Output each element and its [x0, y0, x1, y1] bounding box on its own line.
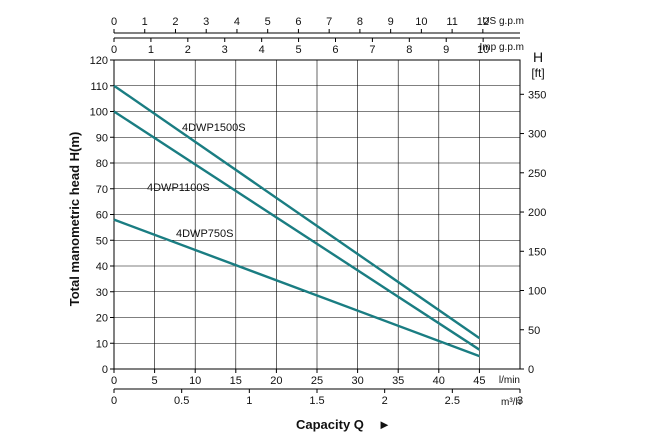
- series-lines: [113, 84, 481, 358]
- left-axis-tick-label: 120: [90, 55, 108, 67]
- us-gpm-axis-tick-label: 9: [388, 16, 394, 28]
- lmin-axis-tick-label: 30: [351, 375, 363, 387]
- series-label-4dwp1100s: 4DWP1100S: [147, 182, 210, 194]
- imp-gpm-axis-tick-label: 1: [148, 44, 154, 56]
- us-gpm-axis-tick-label: 4: [234, 16, 240, 28]
- left-axis-tick-label: 90: [96, 132, 108, 144]
- right-axis-unit-label: [ft]: [531, 66, 544, 80]
- left-axis-tick-label: 50: [96, 235, 108, 247]
- us-gpm-axis-tick-label: 5: [265, 16, 271, 28]
- us-gpm-axis-tick-label: 7: [326, 16, 332, 28]
- us-gpm-axis-tick-label: 2: [172, 16, 178, 28]
- us-gpm-axis-tick-label: 8: [357, 16, 363, 28]
- m3h-axis-tick-label: 2.5: [445, 395, 460, 407]
- right-axis-tick-label: 200: [528, 207, 546, 219]
- imp-gpm-axis-tick-label: 3: [222, 44, 228, 56]
- imp-gpm-unit: Imp g.p.m: [480, 42, 524, 53]
- imp-gpm-axis-tick-label: 4: [259, 44, 265, 56]
- imp-gpm-axis-tick-label: 7: [369, 44, 375, 56]
- series-label-4dwp1500s: 4DWP1500S: [182, 122, 246, 134]
- left-axis-tick-label: 30: [96, 287, 108, 299]
- axis-ticks: 0102030405060708090100110120050100150200…: [90, 16, 547, 407]
- series-line-4dwp1100s: [113, 110, 481, 351]
- m3h-axis-tick-label: 1: [246, 395, 252, 407]
- left-axis-tick-label: 40: [96, 261, 108, 273]
- lmin-axis-tick-label: 5: [152, 375, 158, 387]
- left-axis-tick-label: 80: [96, 158, 108, 170]
- us-gpm-unit: US g.p.m: [482, 16, 524, 27]
- imp-gpm-axis-tick-label: 8: [406, 44, 412, 56]
- left-axis-tick-label: 20: [96, 313, 108, 325]
- imp-gpm-axis-tick-label: 5: [296, 44, 302, 56]
- imp-gpm-axis-tick-label: 0: [111, 44, 117, 56]
- imp-gpm-axis-tick-label: 6: [332, 44, 338, 56]
- left-axis-tick-label: 60: [96, 210, 108, 222]
- left-axis-tick-label: 110: [90, 81, 108, 93]
- us-gpm-axis-tick-label: 0: [111, 16, 117, 28]
- lmin-axis-tick-label: 45: [473, 375, 485, 387]
- series-label-4dwp750s: 4DWP750S: [176, 228, 233, 240]
- m3h-axis-tick-label: 0.5: [174, 395, 189, 407]
- left-axis-tick-label: 10: [96, 338, 108, 350]
- left-axis-tick-label: 70: [96, 184, 108, 196]
- m3h-unit: m³/h: [501, 397, 521, 408]
- us-gpm-axis-tick-label: 11: [446, 16, 457, 28]
- series-line-4dwp750s: [113, 218, 480, 358]
- m3h-axis-tick-label: 1.5: [309, 395, 324, 407]
- right-axis-tick-label: 250: [528, 168, 546, 180]
- us-gpm-axis-tick-label: 12: [477, 16, 489, 28]
- imp-gpm-axis-tick-label: 2: [185, 44, 191, 56]
- title-arrow: ►: [378, 417, 391, 432]
- lmin-axis-tick-label: 15: [230, 375, 242, 387]
- us-gpm-axis-tick-label: 10: [415, 16, 427, 28]
- right-axis-tick-label: 350: [528, 89, 546, 101]
- lmin-axis-tick-label: 40: [433, 375, 445, 387]
- m3h-axis-tick-label: 0: [111, 395, 117, 407]
- series-line-4dwp1500s: [113, 84, 481, 340]
- lmin-axis-tick-label: 35: [392, 375, 404, 387]
- right-axis-tick-label: 100: [528, 286, 546, 298]
- lmin-axis-tick-label: 20: [270, 375, 282, 387]
- imp-gpm-axis-tick-label: 10: [477, 44, 489, 56]
- right-axis-tick-label: 50: [528, 325, 540, 337]
- right-axis-tick-label: 150: [528, 246, 546, 258]
- chart-title: Capacity Q: [296, 417, 364, 432]
- right-axis-tick-label: 300: [528, 129, 546, 141]
- imp-gpm-axis-tick-label: 9: [443, 44, 449, 56]
- y-axis-title: Total manometric head H(m): [67, 132, 82, 307]
- us-gpm-axis-tick-label: 1: [142, 16, 148, 28]
- us-gpm-axis-tick-label: 3: [203, 16, 209, 28]
- right-axis-h-label: H: [533, 49, 543, 65]
- m3h-axis-tick-label: 3: [517, 395, 523, 407]
- lmin-axis-tick-label: 10: [189, 375, 201, 387]
- left-axis-tick-label: 0: [102, 364, 108, 376]
- right-axis-tick-label: 0: [528, 364, 534, 376]
- m3h-axis-tick-label: 2: [382, 395, 388, 407]
- us-gpm-axis-tick-label: 6: [295, 16, 301, 28]
- grid: [114, 60, 520, 369]
- lmin-axis-tick-label: 0: [111, 375, 117, 387]
- lmin-axis-tick-label: 25: [311, 375, 323, 387]
- left-axis-tick-label: 100: [90, 107, 108, 119]
- lmin-unit: l/min: [499, 375, 520, 386]
